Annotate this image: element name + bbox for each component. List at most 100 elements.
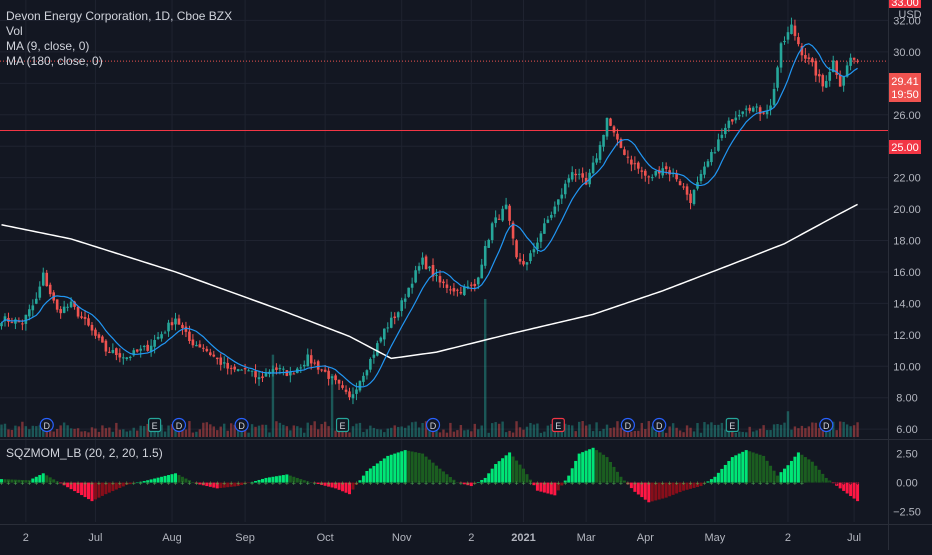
- price-tick: 14.00: [893, 298, 921, 310]
- candle: [334, 373, 337, 385]
- volume-bar: [38, 425, 41, 437]
- candle: [776, 65, 779, 92]
- momentum-bar: [13, 479, 17, 483]
- dividend-marker[interactable]: D: [171, 417, 187, 433]
- momentum-bar: [306, 481, 310, 483]
- squeeze-dot: +: [153, 481, 157, 488]
- volume-bar: [463, 430, 466, 437]
- candle: [577, 168, 581, 180]
- squeeze-dot: +: [389, 481, 393, 488]
- volume-bar: [358, 422, 362, 437]
- squeeze-dot: +: [570, 481, 574, 488]
- candle: [849, 53, 852, 71]
- candle: [490, 221, 494, 244]
- candle: [330, 376, 334, 385]
- momentum-bar: [654, 482, 658, 501]
- volume-bar: [344, 427, 348, 437]
- momentum-bar: [845, 482, 849, 494]
- squeeze-dot: +: [285, 481, 289, 488]
- earnings-marker[interactable]: E: [551, 417, 565, 433]
- squeeze-dot: +: [438, 481, 442, 488]
- momentum-bar: [139, 481, 143, 483]
- candle: [59, 306, 62, 319]
- momentum-bar: [194, 482, 198, 484]
- candle: [250, 370, 254, 377]
- time-axis[interactable]: 2 Jul Aug Sep Oct Nov 2 2021 Mar Apr May 2 Jul: [23, 532, 861, 544]
- dividend-marker[interactable]: D: [234, 417, 249, 433]
- candle: [612, 125, 616, 137]
- candle: [170, 317, 174, 331]
- candle: [741, 111, 745, 118]
- volume-bar: [758, 428, 762, 437]
- volume-bar: [216, 430, 219, 437]
- momentum-bar: [170, 474, 174, 483]
- momentum-bar: [629, 482, 633, 489]
- momentum-bar: [163, 475, 167, 483]
- candle: [473, 278, 477, 292]
- earnings-marker[interactable]: E: [725, 417, 739, 433]
- volume-bar: [623, 426, 626, 437]
- candle: [383, 328, 386, 346]
- candle: [0, 321, 3, 330]
- candle: [637, 161, 640, 174]
- squeeze-dot: +: [424, 481, 428, 488]
- momentum-bar: [765, 460, 769, 483]
- volume-bar: [136, 430, 139, 437]
- volume-bar: [163, 431, 167, 437]
- squeeze-dot: +: [201, 481, 205, 488]
- squeeze-dot: +: [466, 481, 470, 488]
- volume-bar: [3, 423, 7, 437]
- squeeze-dot: +: [598, 481, 602, 488]
- volume-bar: [257, 425, 261, 437]
- dividend-marker[interactable]: D: [425, 417, 441, 433]
- momentum-bar: [156, 477, 160, 483]
- volume-bar: [278, 422, 282, 437]
- volume-bar: [692, 431, 696, 437]
- price-top-label: 33.00: [891, 0, 919, 9]
- momentum-bar: [455, 482, 459, 484]
- momentum-bar: [828, 480, 832, 483]
- dividend-marker[interactable]: D: [819, 417, 834, 433]
- volume-bar: [142, 426, 146, 437]
- candle: [299, 364, 303, 373]
- dividend-marker[interactable]: D: [620, 417, 636, 433]
- volume-bar: [811, 422, 814, 437]
- candle: [737, 109, 741, 120]
- candle: [710, 149, 713, 166]
- candle: [31, 299, 35, 317]
- volume-bar: [699, 432, 703, 437]
- momentum-bar: [793, 456, 797, 483]
- momentum-bar: [709, 479, 713, 483]
- momentum-bar: [734, 455, 738, 483]
- volume-bar: [129, 430, 132, 437]
- momentum-bar: [487, 473, 491, 483]
- volume-bar: [445, 432, 449, 437]
- squeeze-dot: +: [306, 481, 310, 488]
- dividend-marker[interactable]: D: [39, 417, 54, 433]
- earnings-marker[interactable]: E: [335, 417, 350, 433]
- candle: [727, 117, 731, 132]
- dividend-marker[interactable]: D: [652, 417, 667, 433]
- momentum-bar: [706, 481, 710, 483]
- candle: [838, 70, 842, 87]
- volume-bar: [647, 421, 650, 437]
- momentum-bar: [567, 475, 571, 483]
- earnings-marker[interactable]: E: [148, 417, 162, 433]
- candle: [609, 117, 612, 127]
- volume-bar: [605, 424, 609, 437]
- candle: [605, 117, 609, 140]
- volume-bar: [410, 422, 414, 437]
- candle: [744, 105, 748, 117]
- momentum-bar: [483, 477, 487, 483]
- candle: [313, 359, 316, 366]
- momentum-bar: [288, 475, 292, 483]
- momentum-bar: [201, 482, 205, 486]
- momentum-bar: [762, 455, 766, 483]
- momentum-bar: [261, 478, 264, 483]
- candle: [619, 137, 623, 149]
- volume-bar: [807, 426, 811, 437]
- volume-bar: [765, 430, 769, 437]
- ma-180-line: [1, 203, 858, 360]
- volume-bar: [584, 425, 588, 437]
